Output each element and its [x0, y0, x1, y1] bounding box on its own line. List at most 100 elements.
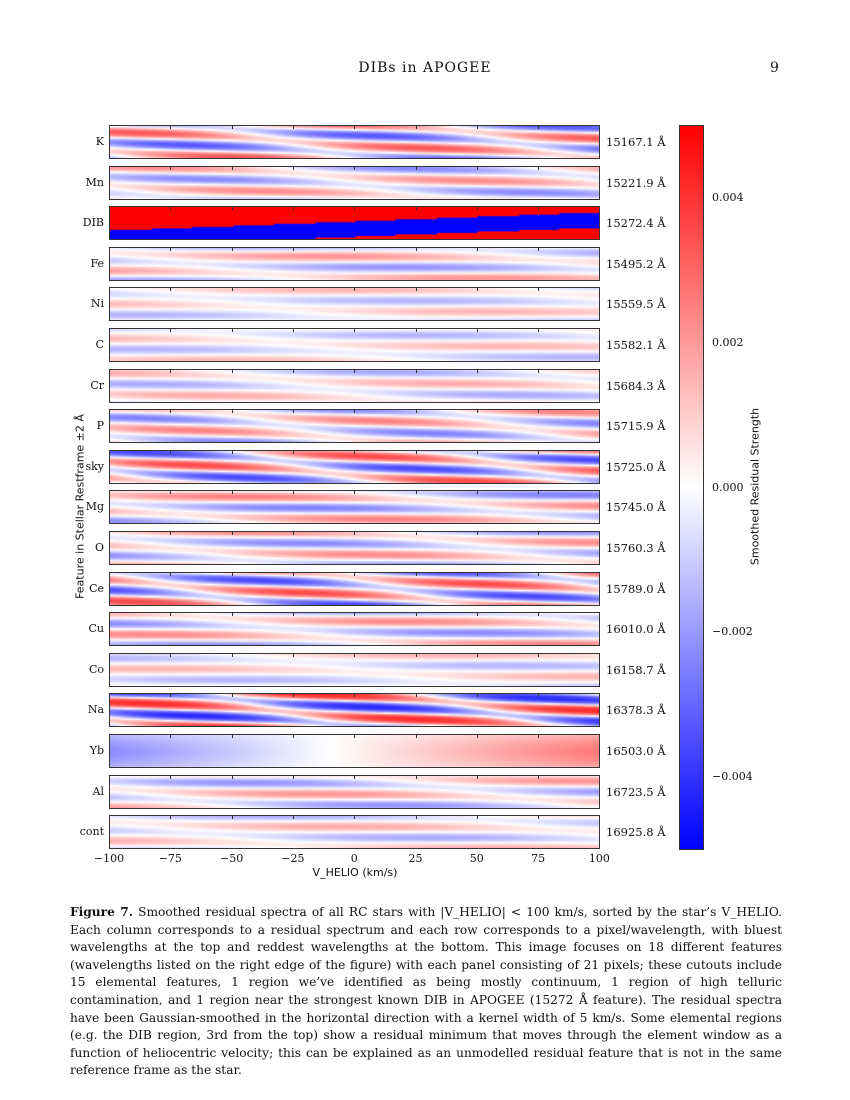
- x-tick-mark: [415, 246, 417, 251]
- x-tick-mark: [415, 409, 417, 414]
- wavelength-label: 15684.3 Å: [606, 378, 666, 393]
- x-tick-mark: [476, 774, 478, 779]
- x-tick-mark: [231, 490, 233, 495]
- x-tick-mark: [538, 531, 540, 535]
- heatmap-image: [110, 491, 599, 524]
- x-tick-mark: [415, 449, 417, 454]
- heatmap-image: [110, 450, 599, 483]
- heatmap-panel-o: [109, 531, 600, 565]
- x-tick-mark: [170, 368, 172, 373]
- heatmap-image: [110, 735, 599, 767]
- wavelength-label: 15760.3 Å: [606, 541, 666, 555]
- colorbar-tick-label: 0.002: [712, 335, 744, 349]
- x-tick-mark: [170, 652, 172, 657]
- heatmap-image: [110, 329, 599, 361]
- heatmap-image: [110, 532, 599, 564]
- x-tick-label: −100: [93, 852, 125, 865]
- x-tick-mark: [231, 734, 233, 738]
- x-tick-mark: [354, 652, 356, 657]
- wavelength-label: 16378.3 Å: [606, 703, 666, 718]
- feature-label: sky: [85, 459, 104, 473]
- x-tick-mark: [476, 206, 478, 211]
- x-tick-mark: [415, 206, 417, 211]
- x-tick-mark: [538, 652, 540, 657]
- x-tick-mark: [292, 815, 294, 820]
- wavelength-label: 16723.5 Å: [606, 784, 666, 799]
- x-tick-mark: [170, 774, 172, 779]
- x-tick-mark: [538, 693, 540, 698]
- x-tick-mark: [354, 165, 356, 170]
- x-tick-mark: [292, 693, 294, 698]
- x-tick-mark: [415, 368, 417, 373]
- x-tick-mark: [354, 815, 356, 820]
- x-tick-mark: [354, 125, 356, 129]
- colorbar-label: Smoothed Residual Strength: [748, 407, 762, 566]
- x-tick-mark: [292, 165, 294, 170]
- x-tick-mark: [292, 612, 294, 617]
- x-tick-mark: [415, 531, 417, 535]
- page-number: 9: [770, 60, 779, 76]
- heatmap-panel-cu: [109, 612, 600, 647]
- heatmap-image: [110, 410, 599, 443]
- x-tick-mark: [292, 246, 294, 251]
- heatmap-panel-p: [109, 409, 600, 444]
- x-tick-mark: [476, 409, 478, 414]
- x-tick-mark: [538, 612, 540, 617]
- feature-label: K: [95, 135, 104, 148]
- figure-caption: Figure 7. Smoothed residual spectra of a…: [70, 904, 782, 1080]
- x-tick-mark: [170, 571, 172, 576]
- x-tick-mark: [415, 571, 417, 576]
- wavelength-label: 15789.0 Å: [606, 581, 666, 596]
- x-tick-label: 100: [588, 852, 610, 865]
- x-tick-mark: [354, 531, 356, 535]
- heatmap-image: [110, 816, 599, 849]
- x-tick-mark: [231, 531, 233, 535]
- x-tick-mark: [476, 815, 478, 820]
- heatmap-image: [110, 572, 599, 605]
- colorbar: [679, 125, 704, 850]
- wavelength-label: 16925.8 Å: [606, 825, 666, 840]
- wavelength-label: 15167.1 Å: [606, 135, 666, 149]
- x-tick-label: −25: [281, 852, 305, 865]
- x-tick-mark: [476, 287, 478, 292]
- feature-label: Mg: [85, 500, 104, 514]
- wavelength-label: 15272.4 Å: [606, 216, 666, 231]
- wavelength-label: 16158.7 Å: [606, 662, 666, 677]
- x-tick-mark: [354, 571, 356, 576]
- heatmap-panel-c: [109, 328, 600, 362]
- x-tick-mark: [415, 328, 417, 332]
- x-tick-mark: [231, 409, 233, 414]
- x-tick-mark: [170, 612, 172, 617]
- x-tick-mark: [354, 206, 356, 211]
- x-tick-mark: [476, 449, 478, 454]
- x-tick-mark: [538, 165, 540, 170]
- heatmap-panel-ce: [109, 571, 600, 606]
- x-tick-mark: [415, 490, 417, 495]
- x-tick-label: −50: [219, 852, 244, 865]
- x-tick-mark: [476, 652, 478, 657]
- x-tick-mark: [292, 409, 294, 414]
- x-tick-mark: [231, 206, 233, 211]
- heatmap-image: [110, 775, 599, 808]
- x-tick-mark: [476, 531, 478, 535]
- x-tick-mark: [538, 206, 540, 211]
- feature-label: Fe: [90, 256, 104, 270]
- wavelength-label: 15715.9 Å: [606, 419, 666, 434]
- feature-label: Cu: [88, 622, 104, 636]
- x-tick-mark: [476, 125, 478, 129]
- x-tick-mark: [354, 612, 356, 617]
- x-tick-mark: [231, 368, 233, 373]
- x-tick-mark: [538, 815, 540, 820]
- feature-label: DIB: [82, 216, 104, 230]
- heatmap-panel-ni: [109, 287, 600, 322]
- wavelength-label: 15725.0 Å: [606, 459, 666, 474]
- x-tick-mark: [415, 774, 417, 779]
- x-tick-mark: [231, 328, 233, 332]
- x-tick-mark: [538, 368, 540, 373]
- x-tick-mark: [231, 165, 233, 170]
- x-tick-mark: [170, 165, 172, 170]
- heatmap-panel-co: [109, 652, 600, 687]
- x-tick-mark: [231, 571, 233, 576]
- x-tick-mark: [292, 206, 294, 211]
